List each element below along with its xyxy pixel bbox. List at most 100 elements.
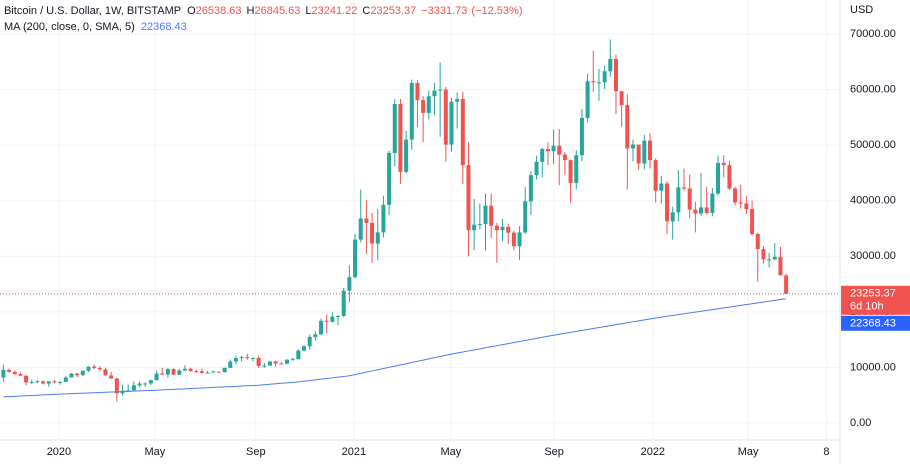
candle-body [7, 369, 12, 372]
open-value: 26538.63 [196, 5, 242, 17]
candle-body [477, 224, 482, 226]
candle-body [608, 59, 613, 72]
candle-body [160, 373, 165, 375]
candle-body [131, 385, 136, 391]
candle-body [523, 201, 528, 233]
candle-body [18, 374, 23, 376]
candle-body [267, 361, 272, 366]
candle-body [579, 117, 584, 156]
candle-body [545, 149, 550, 152]
candle-body [29, 381, 34, 383]
candle-body [12, 371, 17, 375]
candle-body [228, 361, 233, 368]
candle-body [211, 371, 216, 373]
candle-body [744, 203, 749, 210]
candle-body [534, 161, 539, 176]
legend-label: H [247, 5, 255, 17]
y-tick-label: 30000.00 [850, 250, 896, 262]
candle-body [619, 91, 624, 106]
candle-body [233, 358, 238, 362]
candle-body [273, 361, 278, 364]
candle-body [319, 320, 324, 335]
candle-body [443, 89, 448, 145]
candle-body [63, 377, 68, 382]
candle-body [517, 232, 522, 247]
candle-body [630, 144, 635, 149]
candle-body [398, 104, 403, 172]
candle-body [528, 175, 533, 202]
indicator-legend: MA (200, close, 0, SMA, 5) 22368.43 [4, 21, 187, 33]
candle-body [199, 371, 204, 373]
candle-body [256, 357, 261, 366]
candle-body [302, 346, 307, 351]
candle-body [165, 369, 170, 375]
candle-body [392, 104, 397, 153]
candle-body [665, 183, 670, 222]
x-tick-label: 8 [823, 446, 829, 458]
candle-body [721, 162, 726, 166]
candle-body [426, 96, 431, 113]
candle-body [245, 357, 250, 359]
candle-body [137, 383, 142, 386]
candle-body [182, 368, 187, 371]
candle-body [421, 100, 426, 113]
candle-body [330, 316, 335, 322]
candle-body [52, 381, 57, 383]
candle-body [216, 371, 221, 373]
candle-body [562, 154, 567, 161]
price-axis [840, 0, 910, 464]
candle-body [574, 155, 579, 183]
candle-body [103, 369, 108, 376]
candle-body [109, 375, 114, 379]
candle-body [647, 140, 652, 161]
y-tick-label: 10000.00 [850, 361, 896, 373]
candle-body [336, 315, 341, 317]
legend-label: L [305, 5, 311, 17]
y-tick-label: 0.00 [850, 417, 871, 429]
legend-label: O [187, 5, 196, 17]
candle-body [46, 381, 51, 384]
candle-body [177, 370, 182, 375]
candle-body [659, 183, 664, 191]
candle-body [596, 82, 601, 84]
y-tick-label: 40000.00 [850, 195, 896, 207]
axis-labels: 0.0010000.0020000.0030000.0040000.005000… [47, 28, 896, 458]
candle-body [432, 90, 437, 97]
candle-body [375, 232, 380, 244]
candle-body [284, 359, 289, 364]
candle-body [80, 370, 85, 376]
candle-body [506, 226, 511, 233]
ma-value-box [841, 315, 910, 331]
y-tick-label: 60000.00 [850, 83, 896, 95]
candle-body [551, 145, 556, 152]
candle-body [449, 101, 454, 145]
candle-body [602, 71, 607, 83]
candle-body [324, 320, 329, 322]
candle-body [188, 368, 193, 372]
candle-body [370, 222, 375, 244]
candle-body [75, 373, 80, 376]
candle-body [86, 366, 91, 371]
grid [0, 0, 840, 440]
candle-body [341, 290, 346, 316]
candle-body [387, 152, 392, 205]
candle-body [41, 381, 46, 384]
candle-body [154, 373, 159, 381]
countdown-label: 6d 10h [850, 301, 884, 313]
candle-body [778, 256, 783, 276]
candle-body [143, 383, 148, 385]
candle-body [364, 218, 369, 223]
candle-body [24, 375, 29, 383]
symbol-title: Bitcoin / U.S. Dollar, 1W, BITSTAMP [4, 5, 181, 17]
ma-value-label: 22368.43 [850, 318, 896, 330]
candle-body [171, 369, 176, 375]
candle-body [35, 381, 40, 383]
header: Bitcoin / U.S. Dollar, 1W, BITSTAMP O2653… [4, 5, 522, 17]
y-tick-label: 50000.00 [850, 139, 896, 151]
x-tick-label: Sep [544, 446, 564, 458]
plot [0, 39, 840, 402]
candle-body [97, 367, 102, 370]
indicator-name: MA (200, close, 0, SMA, 5) [4, 21, 135, 33]
